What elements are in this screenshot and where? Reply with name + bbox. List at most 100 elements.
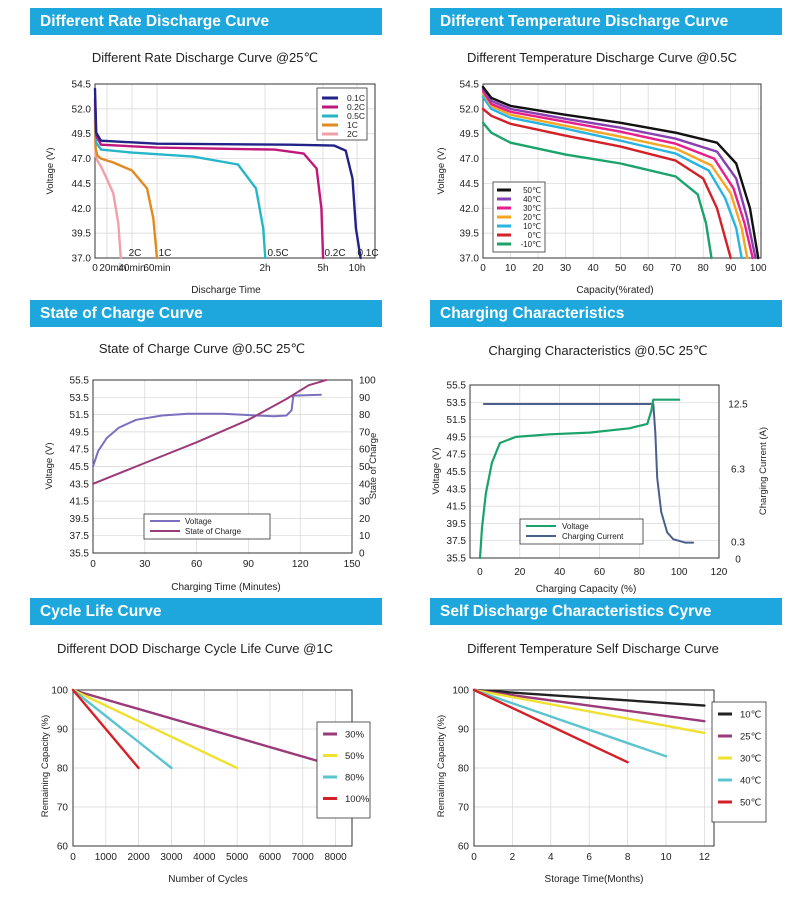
series-line (481, 87, 757, 260)
series-line (71, 688, 173, 770)
x-tick-label: 120 (292, 559, 309, 570)
legend-label: 30% (345, 730, 365, 741)
y-tick-label: 41.5 (70, 497, 90, 508)
x-tick-label: 10 (660, 852, 672, 863)
y-tick-label: 47.5 (447, 450, 467, 461)
y-tick-label: 80 (57, 764, 69, 775)
plot-frame (469, 384, 720, 559)
legend-label: 0.2C (347, 102, 365, 112)
legend-label: 30℃ (523, 204, 541, 213)
y-tick-label: 39.5 (72, 229, 92, 240)
y2-axis-label: State of Charge (368, 433, 379, 500)
x-tick-label: 40 (588, 263, 600, 274)
series-line (93, 102, 267, 260)
x-tick-label: 60 (191, 559, 203, 570)
y2-tick-label: 50 (359, 462, 371, 473)
x-tick-label: 0 (92, 263, 98, 274)
legend-label: 2C (347, 129, 358, 139)
x-tick-label: 30 (560, 263, 572, 274)
y-axis-label: Remaining Capacity (%) (40, 715, 51, 817)
legend-label: Voltage (562, 522, 589, 531)
x-tick-label: 100 (671, 567, 688, 578)
y-axis-label: Voltage (V) (431, 448, 442, 495)
legend-label: 50% (345, 751, 365, 762)
x-tick-label: 20 (532, 263, 544, 274)
y-tick-label: 49.5 (70, 427, 90, 438)
legend-label: Voltage (185, 517, 212, 526)
y-tick-label: 90 (57, 725, 69, 736)
panel-heading: Different Temperature Discharge Curve (430, 8, 782, 35)
legend-label: -10℃ (520, 240, 541, 249)
y2-tick-label: 20 (359, 514, 371, 525)
series-line (71, 688, 140, 770)
legend-label: 10℃ (740, 710, 762, 721)
panel-state-of-charge: State of Charge Curve State of Charge Cu… (30, 300, 390, 598)
series-line (478, 398, 681, 560)
cycle-life-chart: Different DOD Discharge Cycle Life Curve… (40, 641, 371, 885)
y2-tick-label: 10 (359, 531, 371, 542)
x-tick-label: 30 (139, 559, 151, 570)
y-tick-label: 100 (51, 686, 68, 697)
temperature-discharge-chart: Different Temperature Discharge Curve @0… (436, 50, 767, 296)
y-tick-label: 41.5 (447, 502, 467, 513)
x-tick-label: 0 (70, 852, 76, 863)
y2-tick-label: 40 (359, 479, 371, 490)
panel-heading: Cycle Life Curve (30, 598, 382, 625)
series-line (472, 688, 706, 707)
x-tick-label: 60min (143, 263, 170, 274)
x-axis-label: Number of Cycles (168, 874, 247, 885)
series-line (481, 91, 749, 260)
chart-title: Different Rate Discharge Curve @25℃ (92, 50, 318, 65)
series-line (481, 95, 743, 260)
y-tick-label: 49.5 (72, 129, 92, 140)
x-tick-label: 60 (594, 567, 606, 578)
series-line (481, 107, 732, 260)
y-tick-label: 100 (452, 686, 469, 697)
x-tick-label: 8000 (324, 852, 347, 863)
x-axis-label: Capacity(%rated) (576, 285, 653, 296)
legend-label: Charging Current (562, 532, 624, 541)
panel-charging-characteristics: Charging Characteristics Charging Charac… (430, 300, 790, 598)
y2-axis-label: Charging Current (A) (758, 427, 769, 515)
x-tick-label: 1000 (95, 852, 118, 863)
plot-frame (94, 83, 376, 259)
y-tick-label: 54.5 (72, 80, 92, 91)
x-axis-label: Discharge Time (191, 285, 261, 296)
y-tick-label: 39.5 (447, 519, 467, 530)
x-tick-label: 0 (480, 263, 486, 274)
panel-heading: Different Rate Discharge Curve (30, 8, 382, 35)
x-tick-label: 6000 (259, 852, 282, 863)
x-tick-label: 2h (259, 263, 270, 274)
y2-tick-label: 60 (359, 445, 371, 456)
series-line (71, 688, 337, 768)
legend-label: 40℃ (523, 195, 541, 204)
legend-label: 100% (345, 794, 370, 805)
x-tick-label: 0 (471, 852, 477, 863)
y-tick-label: 53.5 (70, 393, 90, 404)
y-tick-label: 35.5 (70, 549, 90, 560)
y-tick-label: 54.5 (460, 80, 480, 91)
y-tick-label: 37.0 (72, 254, 92, 265)
y-tick-label: 45.5 (70, 462, 90, 473)
x-tick-label: 6 (586, 852, 592, 863)
y-tick-label: 39.5 (460, 229, 480, 240)
y-tick-label: 55.5 (447, 381, 467, 392)
x-tick-label: 5000 (226, 852, 249, 863)
y-tick-label: 44.5 (72, 179, 92, 190)
x-tick-label: 12 (699, 852, 711, 863)
x-tick-label: 2 (510, 852, 516, 863)
y-tick-label: 53.5 (447, 398, 467, 409)
y-tick-label: 52.0 (72, 104, 92, 115)
panel-self-discharge: Self Discharge Characteristics Cyrve Dif… (430, 598, 790, 898)
series-end-label: 2C (129, 248, 142, 259)
legend-label: 10℃ (523, 222, 541, 231)
y2-tick-label: 6.3 (731, 465, 745, 476)
x-tick-label: 90 (243, 559, 255, 570)
y2-tick-label: 80 (359, 410, 371, 421)
x-tick-label: 70 (670, 263, 682, 274)
y-axis-label: Remaining Capacity (%) (436, 715, 447, 817)
rate-discharge-chart: Different Rate Discharge Curve @25℃ 54.5 5… (45, 50, 379, 296)
series-line (92, 379, 328, 485)
y-tick-label: 49.5 (460, 129, 480, 140)
y2-tick-label: 70 (359, 427, 371, 438)
